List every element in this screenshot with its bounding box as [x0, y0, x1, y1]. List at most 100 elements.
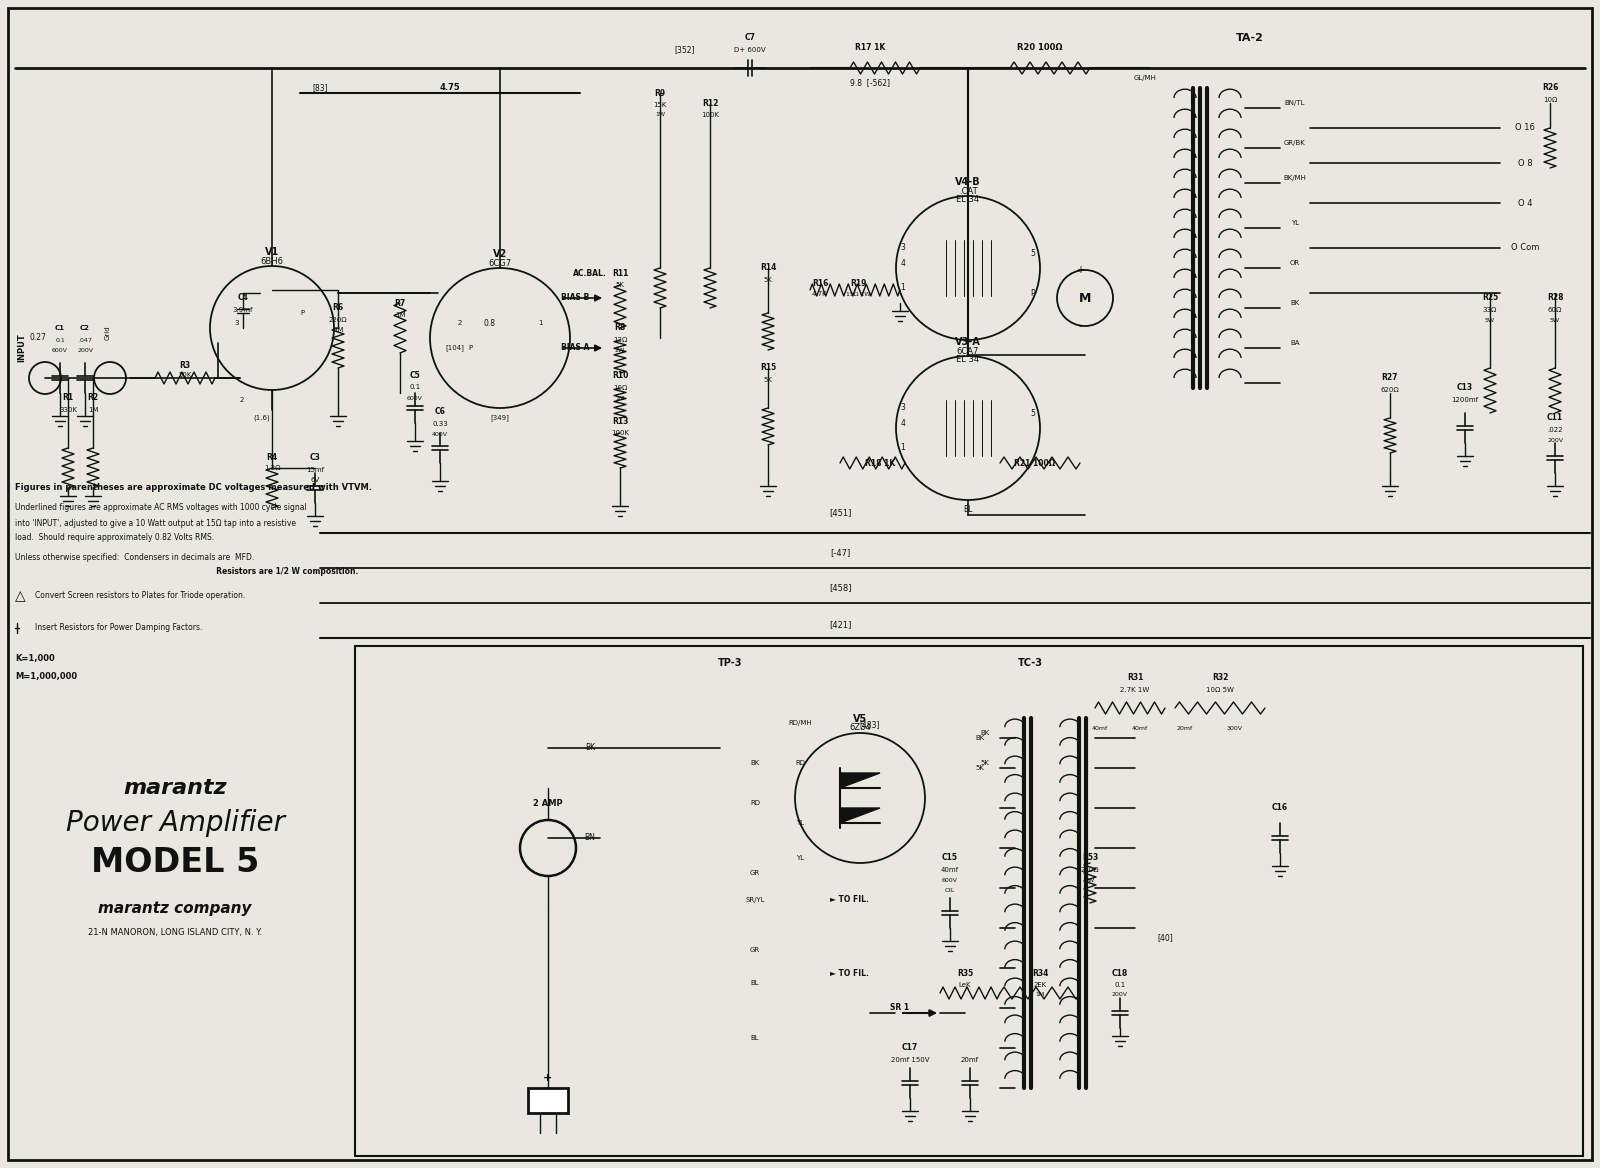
Text: BN: BN [584, 834, 595, 842]
Text: M=1,000,000: M=1,000,000 [14, 672, 77, 681]
Text: marantz: marantz [123, 778, 227, 798]
Text: 330K: 330K [59, 406, 77, 413]
Text: ► TO FIL.: ► TO FIL. [830, 968, 869, 978]
Text: V5: V5 [853, 714, 867, 724]
Text: R53: R53 [1082, 854, 1098, 862]
Text: 4.7K: 4.7K [813, 291, 827, 297]
Text: 400V: 400V [432, 432, 448, 438]
Text: BIAS A: BIAS A [562, 343, 589, 353]
Text: O Com: O Com [1510, 243, 1539, 252]
Text: load.  Should require approximately 0.82 Volts RMS.: load. Should require approximately 0.82 … [14, 534, 214, 542]
Text: M: M [1078, 292, 1091, 305]
Text: MODEL 5: MODEL 5 [91, 847, 259, 880]
Text: C6: C6 [435, 408, 445, 417]
Text: R12: R12 [702, 98, 718, 107]
Text: 600V: 600V [942, 878, 958, 883]
Text: 5K: 5K [981, 760, 989, 766]
Text: EL 34: EL 34 [957, 195, 979, 204]
Text: 9.8  [-562]: 9.8 [-562] [850, 78, 890, 88]
Text: .047: .047 [78, 338, 91, 342]
Text: YL: YL [1291, 220, 1299, 225]
Text: R18 1K: R18 1K [866, 459, 894, 467]
Text: 3.9mf: 3.9mf [232, 307, 253, 313]
Text: ► TO FIL.: ► TO FIL. [830, 896, 869, 904]
Text: BA: BA [1290, 340, 1299, 346]
Text: RD: RD [795, 760, 805, 766]
Text: R4: R4 [267, 453, 277, 463]
Text: 5: 5 [1030, 249, 1035, 257]
Text: 5K: 5K [616, 281, 624, 288]
Text: 5K: 5K [976, 765, 984, 771]
Text: 1.2Ω: 1.2Ω [264, 465, 280, 471]
Text: 3: 3 [901, 403, 906, 412]
Text: R1: R1 [62, 394, 74, 403]
Text: Unless otherwise specified:  Condensers in decimals are  MFD.: Unless otherwise specified: Condensers i… [14, 554, 254, 563]
Text: 6Z34: 6Z34 [850, 723, 870, 732]
Text: 20mf 150V: 20mf 150V [891, 1057, 930, 1063]
Text: R32: R32 [1211, 674, 1229, 682]
Text: 5K: 5K [763, 277, 773, 283]
Text: 300V: 300V [1227, 725, 1243, 730]
Text: 5K: 5K [763, 377, 773, 383]
Text: 2W: 2W [614, 348, 626, 353]
Text: 600V: 600V [406, 396, 422, 401]
Text: R31: R31 [1126, 674, 1142, 682]
Polygon shape [840, 773, 880, 788]
Text: BL: BL [750, 980, 760, 986]
Text: 6BH6: 6BH6 [261, 257, 283, 265]
Text: D+ 600V: D+ 600V [734, 47, 766, 53]
Text: V2: V2 [493, 249, 507, 259]
Text: 1M: 1M [395, 312, 405, 318]
Text: .CAT: .CAT [958, 187, 978, 195]
Text: R8: R8 [614, 324, 626, 333]
Text: C1: C1 [54, 325, 66, 331]
Text: V1: V1 [266, 246, 278, 257]
Text: [451]: [451] [829, 508, 851, 517]
Text: 10Ω: 10Ω [613, 385, 627, 391]
Text: 0.1: 0.1 [1114, 982, 1126, 988]
Text: △: △ [14, 589, 26, 603]
Text: R19: R19 [850, 278, 866, 287]
Text: 0.27: 0.27 [29, 334, 46, 342]
Text: R15: R15 [760, 363, 776, 373]
Text: -: - [1078, 321, 1082, 331]
Text: C17: C17 [902, 1043, 918, 1052]
Polygon shape [840, 808, 880, 823]
Text: 200V: 200V [1112, 993, 1128, 997]
Text: C15: C15 [942, 854, 958, 862]
Text: [83]: [83] [312, 83, 328, 92]
Text: 1M: 1M [88, 406, 98, 413]
Text: O 8: O 8 [1518, 159, 1533, 167]
Text: O 16: O 16 [1515, 124, 1534, 132]
Text: R6: R6 [333, 304, 344, 313]
Text: R28: R28 [1547, 293, 1563, 303]
Text: 5W: 5W [1550, 318, 1560, 322]
Text: GR: GR [750, 870, 760, 876]
Text: C2: C2 [80, 325, 90, 331]
Text: SR 1: SR 1 [891, 1003, 909, 1013]
Text: Underlined figures are approximate AC RMS voltages with 1000 cycle signal: Underlined figures are approximate AC RM… [14, 503, 307, 513]
Text: R3: R3 [179, 361, 190, 369]
Text: 1: 1 [901, 444, 906, 452]
Text: YL: YL [795, 820, 805, 826]
Text: (1.6): (1.6) [254, 415, 270, 422]
Text: 6V: 6V [310, 477, 320, 484]
Text: 220Ω: 220Ω [328, 317, 347, 324]
Text: BIAS B: BIAS B [562, 293, 589, 303]
Text: R14: R14 [760, 264, 776, 272]
Text: R7: R7 [394, 299, 406, 307]
Text: R17 1K: R17 1K [854, 43, 885, 53]
Text: R16: R16 [811, 278, 829, 287]
Text: P: P [467, 345, 472, 352]
Text: 0.1: 0.1 [54, 338, 66, 342]
Text: 60Ω: 60Ω [1547, 307, 1562, 313]
Text: 4: 4 [901, 258, 906, 267]
Text: into 'INPUT', adjusted to give a 10 Watt output at 15Ω tap into a resistive: into 'INPUT', adjusted to give a 10 Watt… [14, 519, 296, 528]
Text: P: P [1030, 288, 1035, 298]
Text: 15K: 15K [653, 102, 667, 107]
Text: 10Ω 5W: 10Ω 5W [1206, 687, 1234, 693]
Text: [40]: [40] [1157, 933, 1173, 943]
Text: GR: GR [750, 947, 760, 953]
Text: BL: BL [750, 1035, 760, 1041]
Text: R35: R35 [957, 968, 973, 978]
